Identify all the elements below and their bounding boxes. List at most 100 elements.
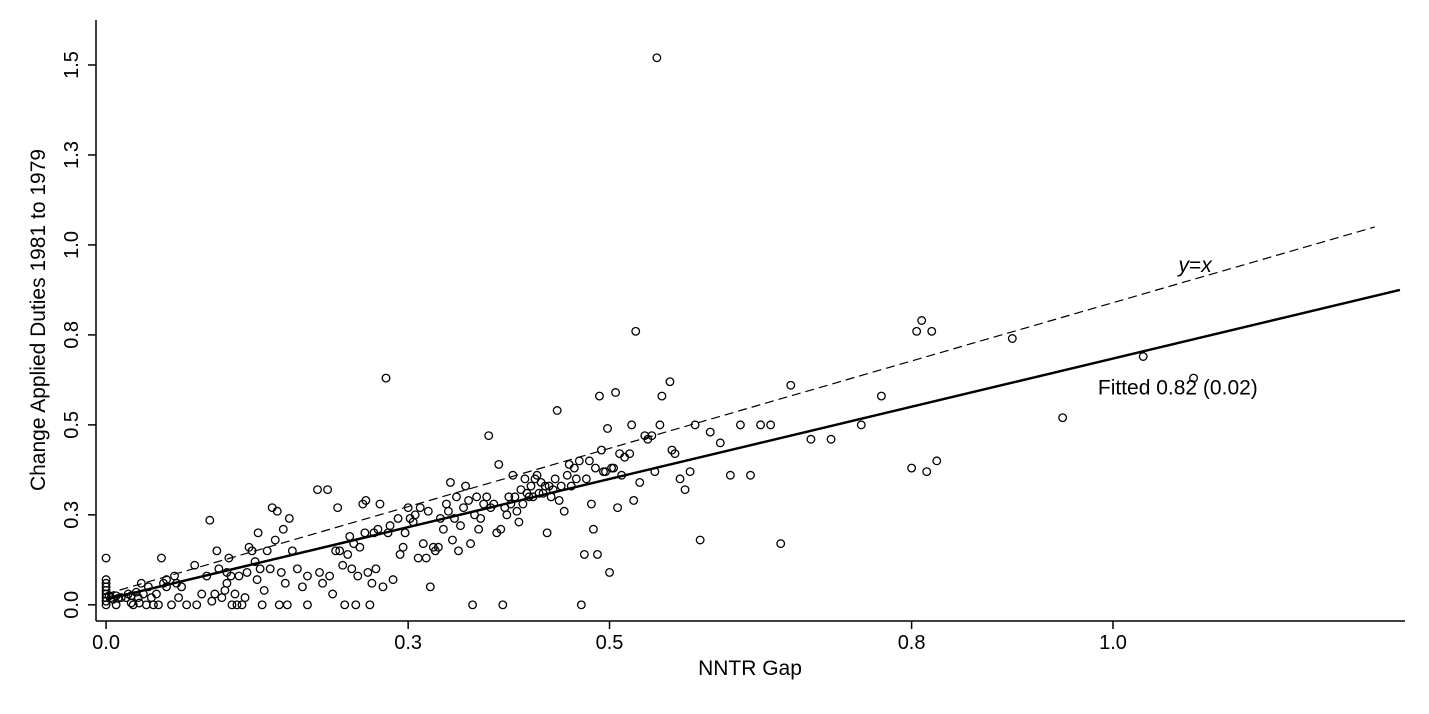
- data-point: [230, 589, 240, 599]
- x-ticks: 0.0 0.3 0.5 0.8 1.0: [92, 621, 1127, 654]
- data-point: [1189, 373, 1198, 383]
- data-point: [214, 564, 224, 574]
- data-point: [276, 567, 286, 577]
- x-tick-label: 0.5: [596, 632, 624, 654]
- data-point: [156, 553, 166, 563]
- data-point: [927, 326, 937, 336]
- data-point: [494, 460, 504, 469]
- data-point: [338, 560, 348, 570]
- data-point: [631, 326, 641, 336]
- data-point: [400, 528, 410, 538]
- data-point: [425, 582, 435, 592]
- data-point: [715, 438, 725, 448]
- data-point: [247, 546, 257, 556]
- data-point: [586, 499, 596, 509]
- data-point: [210, 589, 220, 599]
- y-tick-label: 0.8: [61, 321, 83, 349]
- data-point: [252, 575, 262, 585]
- data-point: [520, 474, 530, 484]
- data-point: [375, 499, 385, 509]
- data-point: [907, 463, 917, 473]
- data-point: [922, 467, 932, 477]
- data-point: [746, 470, 755, 480]
- data-point: [566, 481, 576, 491]
- data-point: [576, 600, 586, 610]
- data-point: [234, 571, 244, 581]
- data-point: [111, 591, 121, 601]
- data-point: [162, 575, 171, 585]
- data-point: [303, 600, 312, 610]
- data-point: [167, 600, 176, 610]
- data-point: [378, 582, 388, 592]
- data-point: [912, 326, 922, 336]
- data-point: [438, 524, 448, 534]
- data-point: [508, 470, 518, 480]
- data-point: [474, 524, 484, 534]
- y-ticks: 0.0 0.3 0.5 0.8 1.0 1.3 1.5: [61, 51, 96, 619]
- data-point: [174, 593, 184, 603]
- fitted-line: [105, 288, 1401, 601]
- data-point: [192, 600, 202, 610]
- axes: [95, 20, 1405, 622]
- data-point: [456, 521, 465, 531]
- data-point: [313, 485, 322, 495]
- data-point: [705, 427, 715, 437]
- data-point: [611, 388, 621, 397]
- identity-label-x: x: [1200, 254, 1213, 277]
- data-point: [345, 531, 355, 541]
- y-tick-label: 1.0: [61, 231, 83, 259]
- data-point: [257, 600, 267, 610]
- data-point: [675, 474, 685, 484]
- data-point: [212, 546, 222, 556]
- data-point: [512, 506, 522, 516]
- data-point: [592, 549, 602, 559]
- data-point: [315, 567, 324, 577]
- data-point: [423, 506, 433, 516]
- data-point: [101, 553, 111, 563]
- data-point: [603, 424, 612, 433]
- data-point: [355, 542, 365, 552]
- data-point: [590, 463, 600, 473]
- x-tick-label: 1.0: [1099, 632, 1127, 654]
- data-point: [237, 600, 247, 610]
- data-point: [393, 513, 403, 523]
- data-point: [635, 477, 645, 487]
- data-point: [282, 600, 292, 610]
- data-point: [559, 506, 569, 516]
- data-point: [571, 474, 581, 484]
- data-point: [625, 449, 635, 459]
- data-point: [476, 513, 486, 523]
- data-point: [514, 517, 524, 527]
- data-point: [670, 449, 680, 459]
- data-point: [136, 578, 146, 588]
- data-point: [917, 316, 927, 325]
- data-point: [272, 506, 282, 516]
- data-point: [292, 564, 302, 574]
- y-tick-label: 0.3: [61, 501, 83, 529]
- data-point: [250, 557, 260, 567]
- data-point: [323, 485, 333, 495]
- data-point: [581, 474, 591, 484]
- data-point: [786, 380, 796, 390]
- data-point: [274, 600, 284, 610]
- data-point: [259, 585, 269, 595]
- data-point: [177, 582, 187, 592]
- data-point: [454, 546, 463, 556]
- data-point: [609, 463, 619, 473]
- data-point: [328, 589, 338, 599]
- annotations: y=x Fitted 0.82 (0.02): [1098, 254, 1258, 399]
- data-point: [655, 420, 665, 430]
- data-point: [766, 420, 776, 430]
- data-point: [498, 600, 508, 610]
- data-point: [182, 600, 192, 610]
- data-point: [1058, 413, 1068, 423]
- data-point: [461, 481, 470, 491]
- data-point: [1138, 352, 1148, 361]
- data-point: [284, 513, 294, 523]
- data-point: [148, 600, 158, 610]
- data-point: [856, 420, 866, 430]
- data-point: [725, 470, 735, 480]
- data-point: [466, 539, 476, 549]
- y-tick-label: 0.5: [61, 411, 83, 439]
